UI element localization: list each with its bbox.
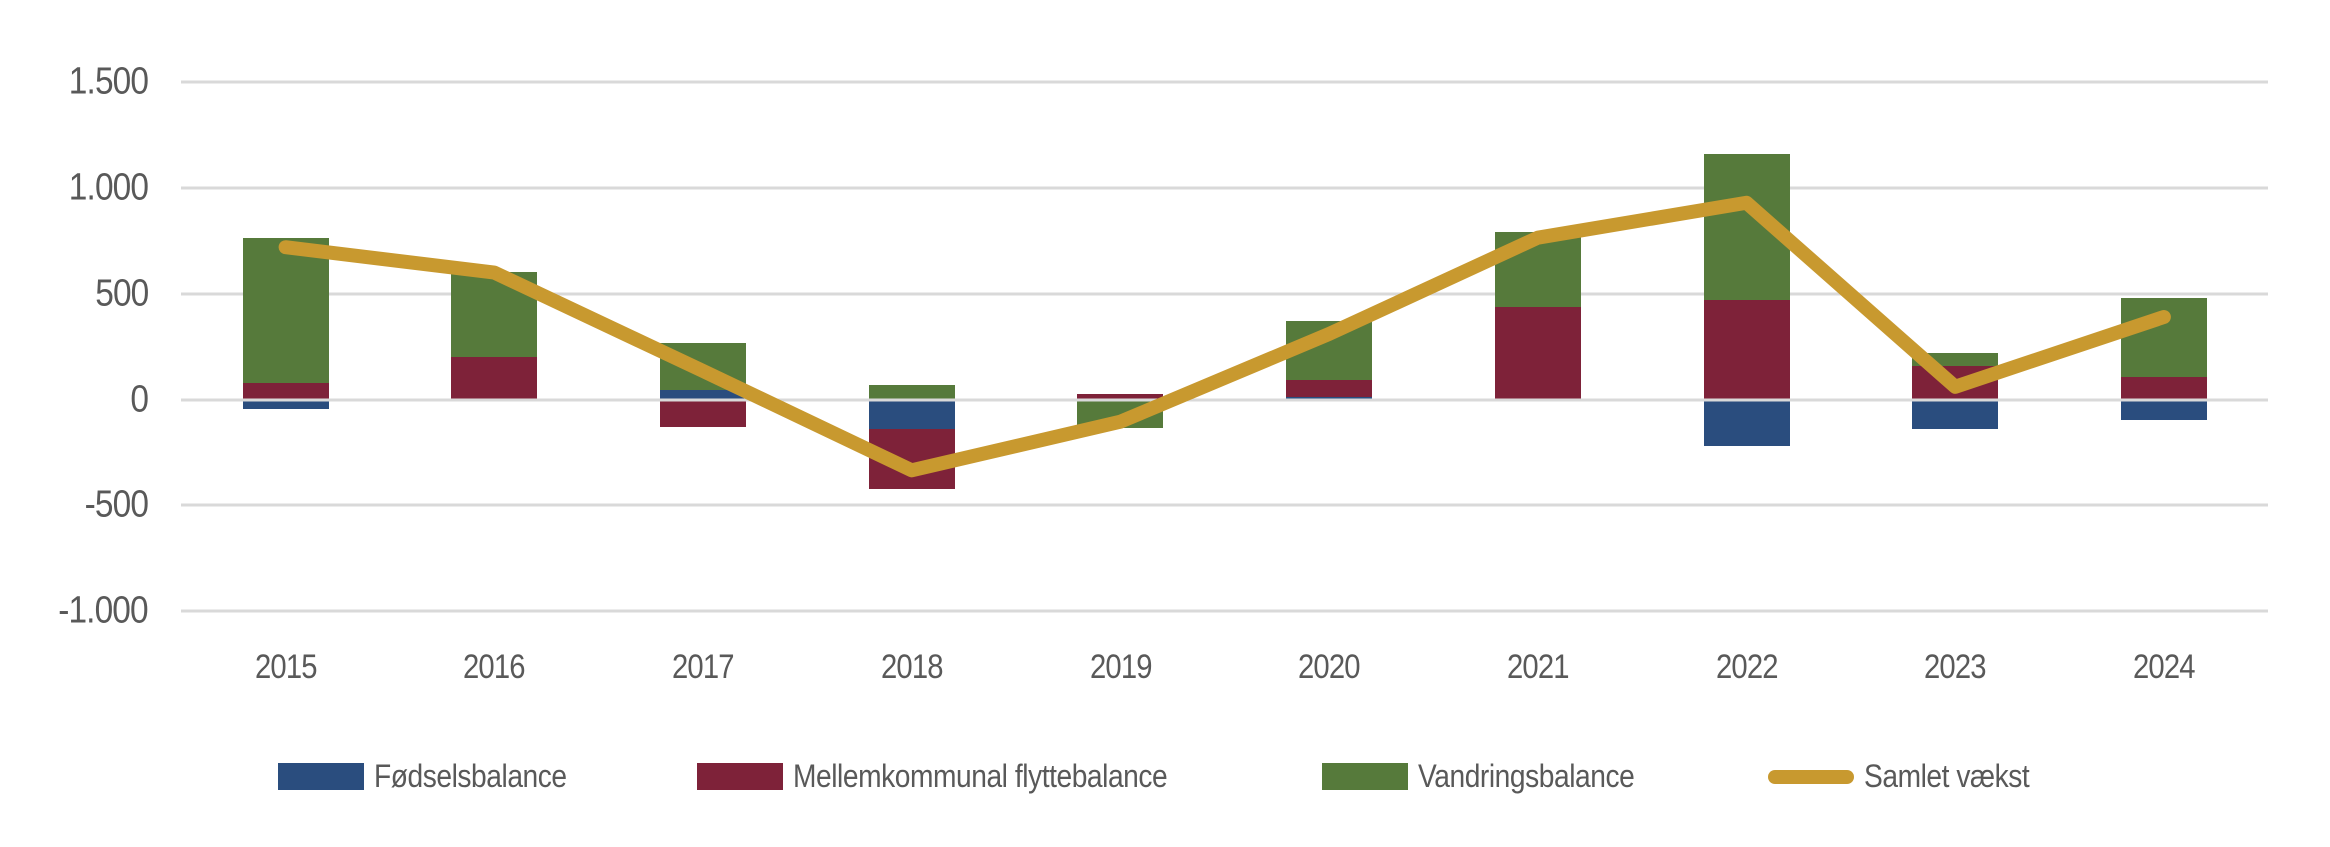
gridline (181, 609, 2268, 613)
bar-segment-mellemkommunal-flyttebalance-2019 (1077, 394, 1164, 400)
bar-segment-mellemkommunal-flyttebalance-2017 (660, 399, 746, 427)
bar-segment-mellemkommunal-flyttebalance-2015 (242, 382, 329, 400)
legend-swatch-vandringsbalance-icon (1322, 763, 1409, 790)
x-axis-tick-label-2020: 2020 (1298, 648, 1360, 686)
bar-segment-mellemkommunal-flyttebalance-2020 (1286, 380, 1373, 398)
legend-item-vandringsbalance: Vandringsbalance (1322, 758, 1664, 795)
x-axis-tick-label-2023: 2023 (1924, 648, 1986, 686)
y-axis-tick-label: 0 (130, 378, 149, 420)
y-axis-tick-label: -500 (84, 483, 149, 526)
legend-item-fodselsbalance: Fødselsbalance (278, 758, 593, 795)
x-axis-tick-label-2015: 2015 (254, 648, 317, 686)
bar-segment-fodselsbalance-2017 (660, 389, 746, 400)
bar-segment-mellemkommunal-flyttebalance-2016 (451, 357, 538, 400)
bar-segment-vandringsbalance-2015 (242, 237, 329, 383)
y-axis-tick-label: 1.500 (68, 60, 149, 103)
x-axis-tick-label-2022: 2022 (1715, 648, 1778, 686)
legend-item-mellemkommunal-flyttebalance: Mellemkommunal flyttebalance (696, 758, 1218, 795)
legend-swatch-mellemkommunal-flyttebalance-icon (696, 763, 783, 790)
zero-axis-gridline (181, 398, 2268, 401)
bar-segment-fodselsbalance-2024 (2120, 399, 2207, 420)
y-axis-tick-label: 1.000 (68, 166, 149, 209)
x-axis-tick-label-2016: 2016 (463, 648, 526, 686)
trend-line-samlet-vaekst (278, 195, 2171, 478)
bar-segment-mellemkommunal-flyttebalance-2024 (2120, 377, 2207, 400)
bar-segment-mellemkommunal-flyttebalance-2021 (1494, 307, 1581, 400)
legend-swatch-samlet-vaekst-line-icon (1768, 769, 1855, 784)
bar-segment-vandringsbalance-2018 (868, 384, 955, 400)
bar-segment-fodselsbalance-2018 (868, 399, 955, 430)
bar-segment-fodselsbalance-2015 (242, 399, 329, 410)
legend-label-fodselsbalance: Fødselsbalance (374, 758, 567, 794)
x-axis-tick-label-2024: 2024 (2133, 648, 2195, 686)
bar-segment-fodselsbalance-2022 (1703, 399, 1790, 447)
legend-swatch-fodselsbalance-icon (278, 763, 365, 790)
x-axis-tick-label-2019: 2019 (1089, 648, 1152, 686)
x-axis-tick-label-2017: 2017 (672, 648, 734, 686)
gridline (181, 80, 2268, 84)
legend-label-mellemkommunal-flyttebalance: Mellemkommunal flyttebalance (792, 758, 1168, 794)
x-axis-tick-label-2021: 2021 (1506, 648, 1569, 686)
y-axis-tick-label: -1.000 (58, 589, 148, 632)
gridline (181, 292, 2268, 296)
legend-label-vandringsbalance: Vandringsbalance (1418, 758, 1635, 794)
gridline (181, 186, 2268, 190)
gridline (181, 503, 2268, 507)
legend-label-samlet-vaekst: Samlet vækst (1864, 758, 2030, 794)
bar-segment-fodselsbalance-2023 (1912, 399, 1999, 430)
legend: Fødselsbalance Mellemkommunal flyttebalan… (0, 758, 2330, 795)
legend-item-samlet-vaekst: Samlet vækst (1768, 758, 2052, 795)
bar-segment-mellemkommunal-flyttebalance-2022 (1703, 300, 1790, 400)
x-axis-tick-label-2018: 2018 (880, 648, 943, 686)
y-axis-tick-label: 500 (94, 272, 149, 315)
